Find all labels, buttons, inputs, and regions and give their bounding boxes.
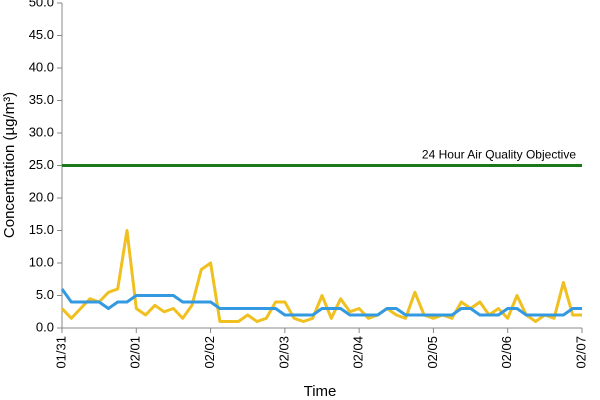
series-line — [60, 288, 582, 317]
x-tick-label: 02/03 — [276, 336, 291, 369]
x-tick-label: 02/02 — [202, 336, 217, 369]
y-tick-label: 20.0 — [29, 189, 54, 204]
y-tick-label: 15.0 — [29, 222, 54, 237]
y-tick-label: 0.0 — [36, 319, 54, 334]
reference-label: 24 Hour Air Quality Objective — [422, 148, 576, 162]
y-tick-label: 35.0 — [29, 92, 54, 107]
y-axis-title: Concentration (µg/m³) — [1, 92, 18, 238]
x-tick-label: 02/07 — [573, 336, 588, 369]
x-tick-label: 02/01 — [128, 336, 143, 369]
y-tick-label: 45.0 — [29, 27, 54, 42]
y-tick-label: 30.0 — [29, 124, 54, 139]
x-tick-label: 02/04 — [351, 336, 366, 369]
y-tick-label: 5.0 — [36, 287, 54, 302]
x-tick-label: 02/05 — [425, 336, 440, 369]
y-tick-label: 40.0 — [29, 59, 54, 74]
y-tick-label: 25.0 — [29, 157, 54, 172]
y-tick-label: 10.0 — [29, 254, 54, 269]
x-axis-title: Time — [304, 383, 337, 400]
x-tick-label: 01/31 — [53, 336, 68, 369]
x-tick-label: 02/06 — [499, 336, 514, 369]
y-tick-label: 50.0 — [29, 0, 54, 9]
series-line — [60, 229, 582, 323]
